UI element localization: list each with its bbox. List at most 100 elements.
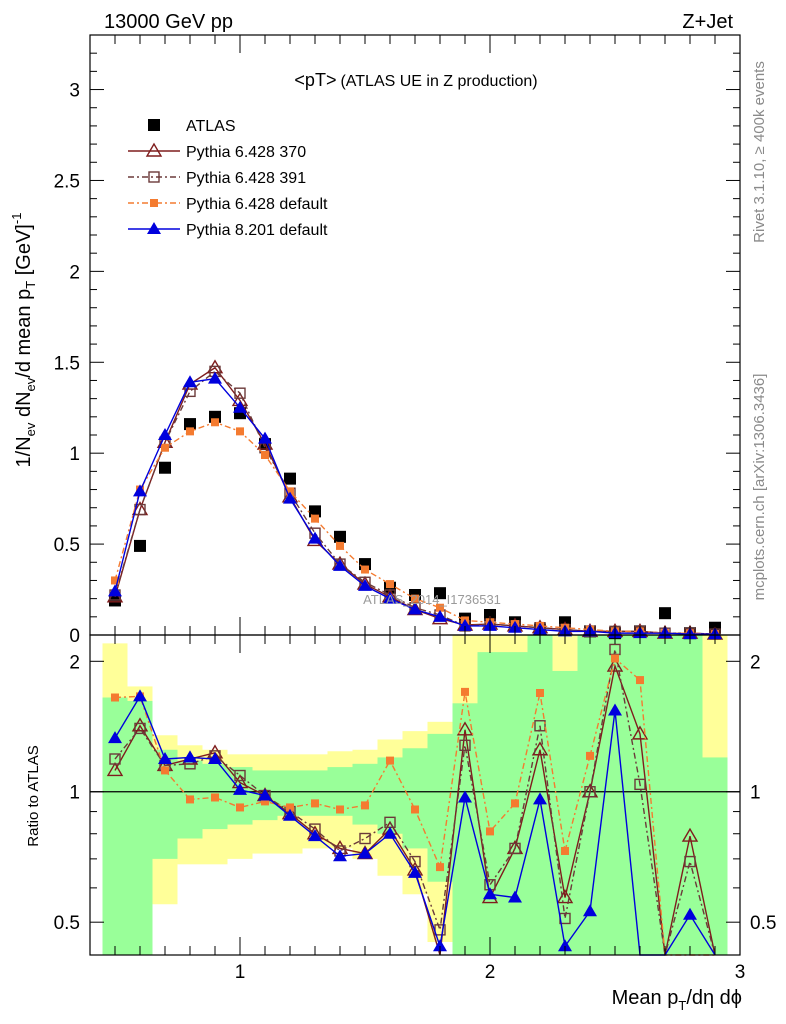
ratio-point xyxy=(361,801,369,810)
data-point xyxy=(234,387,246,399)
tick-label: 0.5 xyxy=(54,913,80,934)
tick-label: 2.5 xyxy=(54,171,80,192)
data-point xyxy=(333,558,347,571)
tick-label: 1.5 xyxy=(54,353,80,374)
legend-entry: Pythia 8.201 default xyxy=(128,222,328,239)
tick-label: 2 xyxy=(69,262,80,283)
tick-label: 1 xyxy=(235,962,246,983)
ratio-point xyxy=(333,849,347,862)
ratio-point xyxy=(183,750,197,763)
data-point xyxy=(286,487,294,496)
ratio-point xyxy=(336,805,344,814)
data-point xyxy=(159,461,171,474)
data-point xyxy=(334,530,346,543)
data-point xyxy=(308,531,322,544)
ratio-point xyxy=(456,721,474,736)
ratio-point xyxy=(486,827,494,836)
ratio-point xyxy=(683,907,697,920)
ratio-point xyxy=(636,676,644,685)
legend-entry: Pythia 6.428 391 xyxy=(128,170,306,187)
data-point xyxy=(211,418,219,427)
tick-label: 0.5 xyxy=(54,535,80,556)
ratio-point xyxy=(609,643,621,656)
legend-entry: ATLAS xyxy=(148,118,236,135)
legend-label: Pythia 6.428 default xyxy=(186,196,328,213)
green-band-bin xyxy=(477,652,503,955)
ratio-point xyxy=(584,786,596,798)
ratio-point xyxy=(459,739,471,751)
rivet-label: Rivet 3.1.10, ≥ 400k events xyxy=(751,61,768,243)
ratio-point xyxy=(634,778,646,791)
green-band-bin xyxy=(577,635,603,955)
ratio-point xyxy=(383,826,397,839)
data-point xyxy=(411,594,419,603)
tick-label: 3 xyxy=(69,81,80,102)
tick-label: 2 xyxy=(69,652,80,673)
tick-label: 1 xyxy=(750,783,761,804)
data-point xyxy=(484,609,496,621)
ratio-point xyxy=(133,689,147,702)
ratio-point xyxy=(461,687,469,696)
data-point xyxy=(383,591,397,604)
ratio-point xyxy=(681,827,699,842)
data-point xyxy=(236,427,244,436)
ratio-point xyxy=(606,657,624,672)
ratio-point xyxy=(311,799,319,808)
top-ylabel: 1/Nev dNev/d mean pT [GeV]-1 xyxy=(9,213,38,468)
data-point xyxy=(433,609,447,622)
data-point xyxy=(186,427,194,436)
legend-marker xyxy=(148,119,160,131)
legend-marker xyxy=(150,199,158,207)
ratio-pythia-8-201-default xyxy=(108,689,716,956)
ratio-point xyxy=(134,722,146,735)
ratio-point xyxy=(308,829,322,842)
data-point xyxy=(158,428,172,440)
data-point xyxy=(161,443,169,452)
green-band-bin xyxy=(352,763,378,825)
ratio-point xyxy=(359,832,371,845)
x-axis-label: Mean pT/dη dϕ xyxy=(612,987,742,1013)
ratio-point xyxy=(161,766,169,775)
data-point xyxy=(284,472,296,485)
ratio-point xyxy=(236,803,244,812)
ratio-point xyxy=(261,797,269,806)
green-band-bin xyxy=(652,635,678,955)
ratio-point xyxy=(561,846,569,855)
data-point xyxy=(336,541,344,550)
mcplots-label: mcplots.cern.ch [arXiv:1306.3436] xyxy=(751,374,768,601)
data-point xyxy=(183,375,197,388)
panel-title-sub: (ATLAS UE in Z production) xyxy=(340,73,537,90)
data-point xyxy=(434,587,446,600)
ratio-point xyxy=(534,720,546,732)
ratio-point xyxy=(433,939,447,952)
data-point xyxy=(233,400,247,413)
green-band-bin xyxy=(627,635,653,955)
data-point xyxy=(311,514,319,523)
ratio-point xyxy=(631,725,649,740)
ratio-point xyxy=(458,790,472,803)
data-point xyxy=(208,371,222,384)
ratio-point xyxy=(536,688,544,697)
ratio-point xyxy=(508,890,522,903)
axis-ticks: 0 0.5 1 1.5 2 2.5 3 0.5 0.5 1 1 2 2 1 2 3 xyxy=(54,35,776,983)
legend-marker xyxy=(145,142,163,157)
data-point xyxy=(133,484,147,497)
ratio-point xyxy=(109,753,121,765)
ratio-point xyxy=(608,703,622,716)
tick-label: 3 xyxy=(735,962,746,983)
ratio-point xyxy=(511,799,519,808)
ratio-point xyxy=(611,654,619,663)
ratio-point xyxy=(131,717,149,732)
ratio-ylabel: Ratio to ATLAS xyxy=(25,745,42,846)
ratio-point xyxy=(258,788,272,801)
ratio-point xyxy=(408,865,422,878)
data-point xyxy=(184,418,196,431)
header-left: 13000 GeV pp xyxy=(104,11,233,33)
ratio-point xyxy=(211,793,219,802)
data-point xyxy=(134,539,146,552)
data-point xyxy=(436,603,444,612)
ratio-point xyxy=(411,805,419,814)
ratio-point xyxy=(108,731,122,744)
ratio-point xyxy=(358,846,372,859)
ratio-point xyxy=(106,762,124,777)
